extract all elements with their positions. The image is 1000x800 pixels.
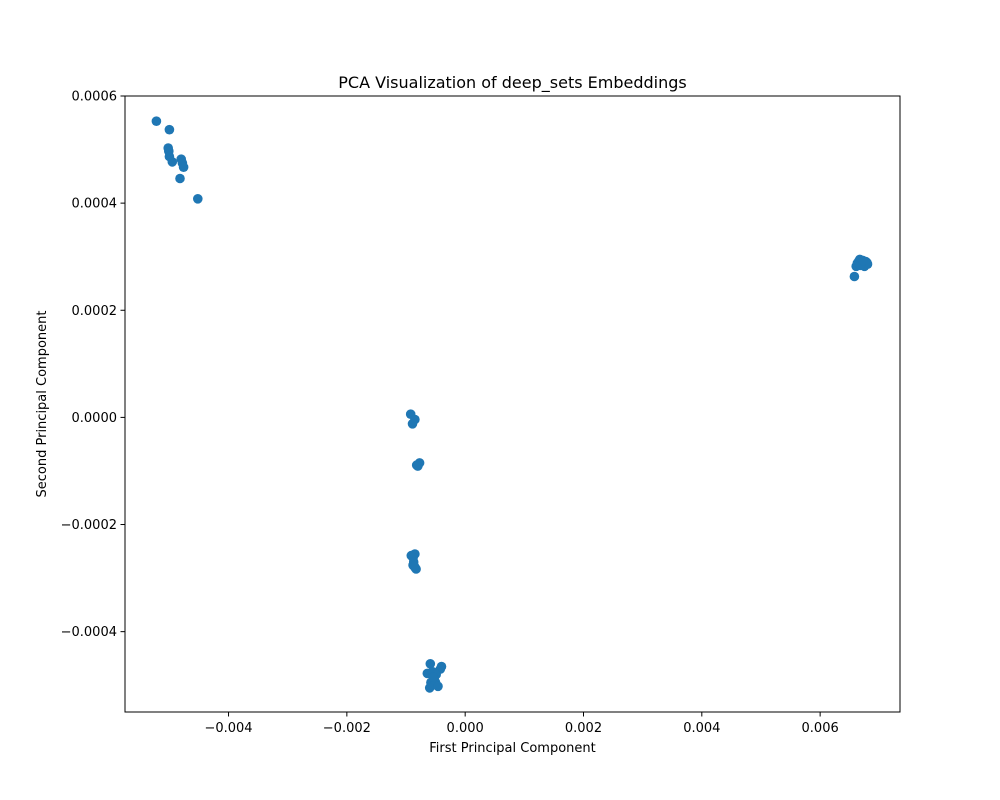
data-point [425,659,436,669]
y-tick-label: 0.0004 [72,197,118,212]
data-point [409,561,420,572]
data-point [413,461,423,471]
data-point [193,194,203,204]
y-tick-label: −0.0004 [61,625,117,640]
data-point [175,173,185,184]
y-tick-label: 0.0002 [72,304,118,319]
data-point [857,255,868,266]
y-tick-label: 0.0006 [72,90,118,105]
y-axis-title: Second Principal Component [35,311,50,498]
data-point [151,116,162,126]
x-tick-label: −0.002 [323,721,371,736]
x-axis-title: First Principal Component [429,741,596,756]
x-tick-label: 0.006 [802,721,839,736]
points-layer [151,116,873,693]
data-point [424,683,435,693]
data-point [428,672,439,682]
x-tick-label: 0.000 [447,721,484,736]
plot-frame [124,95,901,713]
chart-title: PCA Visualization of deep_sets Embedding… [338,73,686,93]
x-axis: −0.004 −0.002 0.000 0.002 0.004 0.006 [204,712,839,736]
x-tick-label: −0.004 [204,721,252,736]
x-tick-label: 0.004 [683,721,720,736]
x-tick-label: 0.002 [565,721,602,736]
data-point [167,157,178,167]
data-point [433,681,443,692]
data-point [849,271,860,282]
y-tick-label: −0.0002 [61,518,117,533]
y-axis: −0.0004 −0.0002 0.0000 0.0002 0.0004 0.0006 [61,90,125,640]
data-point [178,162,189,172]
data-point [407,419,418,429]
y-tick-label: 0.0000 [72,411,118,426]
data-point [164,124,175,135]
